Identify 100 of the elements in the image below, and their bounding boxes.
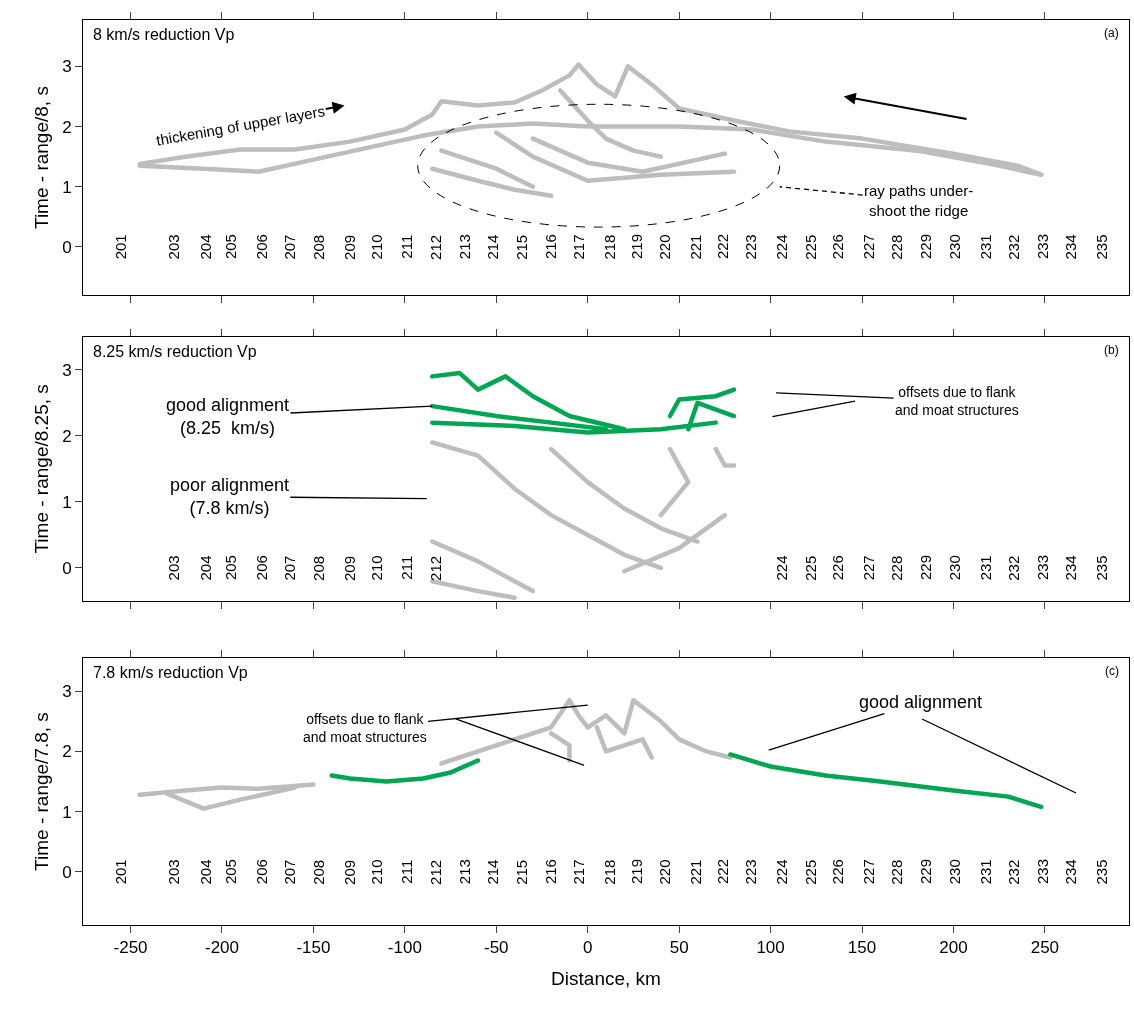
annotation: 221 (686, 234, 704, 260)
annotation: 203 (165, 555, 183, 581)
annotation: 228 (887, 859, 905, 885)
annotation: 204 (196, 859, 214, 885)
y-tick-label: 1 (62, 802, 72, 822)
annotation: offsets due to flank and moat structures (303, 711, 427, 746)
y-tick-label: 1 (62, 492, 72, 512)
x-tick-label: 200 (939, 938, 968, 958)
annotation: 234 (1061, 859, 1079, 885)
annotation: 233 (1034, 233, 1052, 260)
x-tick-label: -200 (204, 938, 239, 958)
annotation: 205 (222, 234, 240, 260)
y-tick-label: 2 (62, 742, 72, 762)
annotation: 224 (772, 555, 790, 581)
annotation: (c) (1105, 664, 1119, 678)
x-tick-label: -150 (296, 938, 331, 958)
annotation: 203 (165, 234, 183, 260)
x-tick-label: 50 (669, 938, 689, 958)
annotation: 228 (887, 555, 905, 581)
x-tick-label: -50 (483, 938, 509, 958)
annotation: 232 (1004, 859, 1022, 885)
annotation: 225 (801, 234, 819, 260)
annotation: 227 (860, 234, 878, 260)
annotation: 210 (368, 555, 386, 581)
annotation: 207 (280, 859, 298, 885)
annotation: 233 (1034, 858, 1052, 885)
annotation: 234 (1061, 234, 1079, 260)
annotation: 219 (628, 859, 646, 885)
annotation: 219 (628, 234, 646, 260)
annotation: 207 (280, 555, 298, 581)
annotation: 224 (772, 234, 790, 260)
annotation: 209 (341, 555, 359, 581)
annotation: 211 (397, 555, 415, 580)
annotation: 234 (1061, 555, 1079, 581)
x-axis-title: Distance, km (551, 968, 661, 990)
annotation: 235 (1092, 859, 1110, 885)
annotation: 212 (426, 859, 444, 885)
annotation: 208 (309, 555, 327, 581)
annotation: 222 (714, 858, 732, 884)
annotation: 225 (801, 859, 819, 885)
annotation: 233 (1034, 555, 1052, 581)
chart-title: 8 km/s reduction Vp (93, 26, 235, 43)
annotation: 232 (1004, 555, 1022, 581)
annotation: offsets due to flank and moat structures (895, 384, 1019, 419)
annotation: 226 (829, 859, 847, 885)
y-tick-label: 3 (62, 360, 72, 380)
annotation: 224 (772, 859, 790, 885)
annotation: good alignment (8.25 km/s) (166, 395, 290, 439)
chart-title: 8.25 km/s reduction Vp (93, 343, 257, 360)
annotation: 206 (253, 555, 271, 581)
x-tick-label: 0 (582, 938, 593, 958)
annotation: 205 (222, 555, 240, 581)
annotation: 211 (397, 859, 415, 884)
x-tick-label: 250 (1030, 938, 1060, 958)
annotation: 205 (222, 859, 240, 885)
x-tick-label: -100 (387, 938, 422, 958)
annotation: (b) (1104, 343, 1119, 357)
annotation: 220 (655, 234, 673, 260)
annotation: 216 (542, 234, 560, 260)
annotation: 222 (714, 233, 732, 259)
annotation: 211 (397, 234, 415, 259)
annotation: 208 (309, 859, 327, 885)
y-tick-label: 0 (62, 862, 72, 882)
y-tick-label: 2 (62, 426, 72, 446)
annotation: 217 (569, 859, 587, 885)
annotation: 229 (917, 554, 935, 580)
annotation: 204 (196, 234, 214, 260)
annotation: 221 (686, 859, 704, 885)
annotation: 232 (1004, 234, 1022, 260)
x-tick-label: 150 (847, 938, 877, 958)
annotation: 226 (829, 555, 847, 581)
y-axis-title: Time - range/8, s (30, 86, 52, 230)
annotation: 207 (280, 234, 298, 260)
y-axis-title: Time - range/7.8, s (30, 712, 52, 871)
annotation: poor alignment (7.8 km/s) (170, 475, 290, 519)
y-tick-label: 3 (62, 682, 72, 702)
annotation: 231 (977, 859, 995, 885)
annotation: 227 (860, 555, 878, 581)
y-tick-label: 3 (62, 57, 72, 77)
annotation: 201 (112, 234, 130, 260)
annotation: 215 (512, 234, 530, 260)
annotation: 209 (341, 859, 359, 885)
annotation: 227 (860, 859, 878, 885)
annotation: (a) (1104, 26, 1119, 40)
annotation: 225 (801, 555, 819, 581)
annotation: 213 (456, 859, 474, 885)
annotation: 223 (741, 234, 759, 260)
x-tick-label: -250 (113, 938, 148, 958)
y-tick-label: 0 (62, 237, 72, 257)
annotation: 212 (426, 555, 444, 581)
x-tick-label: 100 (756, 938, 785, 958)
annotation: 214 (483, 859, 501, 885)
annotation: 208 (309, 234, 327, 260)
annotation: 230 (946, 859, 964, 885)
annotation: ray paths under- shoot the ridge (864, 182, 974, 219)
y-tick-label: 0 (62, 558, 72, 578)
annotation: 223 (741, 859, 759, 885)
annotation: 204 (196, 555, 214, 581)
annotation: 209 (341, 234, 359, 260)
annotation: 203 (165, 859, 183, 885)
